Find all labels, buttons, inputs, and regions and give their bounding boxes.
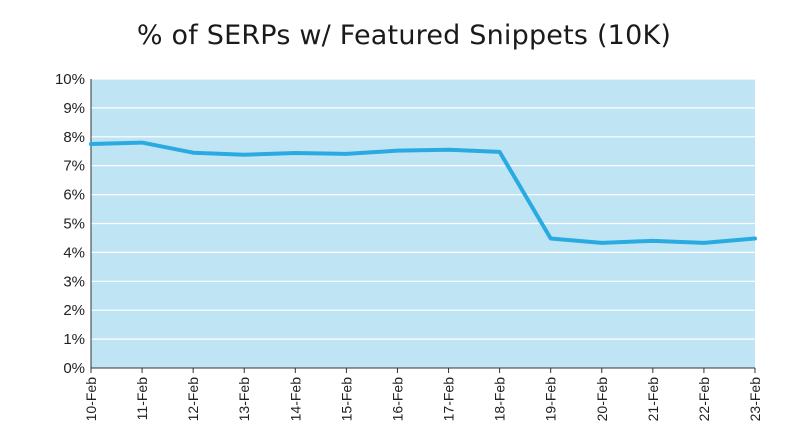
y-tick-label: 2%	[63, 302, 85, 319]
x-tick-label: 20-Feb	[594, 377, 610, 422]
y-tick-label: 9%	[63, 100, 85, 117]
x-tick-label: 21-Feb	[645, 377, 661, 422]
x-tick-label: 13-Feb	[236, 377, 252, 422]
y-tick-label: 8%	[63, 129, 85, 146]
x-tick-label: 12-Feb	[185, 377, 201, 422]
x-tick-label: 22-Feb	[696, 377, 712, 422]
x-tick-label: 14-Feb	[287, 377, 303, 422]
series-line	[89, 140, 757, 245]
y-tick-label: 0%	[63, 360, 85, 377]
y-tick-label: 4%	[63, 244, 85, 261]
y-tick-label: 10%	[55, 71, 85, 88]
x-tick-label: 11-Feb	[134, 377, 150, 421]
y-tick-label: 5%	[63, 216, 85, 233]
chart-title: % of SERPs w/ Featured Snippets (10K)	[136, 20, 672, 51]
y-tick-label: 6%	[63, 187, 85, 204]
x-tick-label: 16-Feb	[389, 377, 405, 422]
x-tick-label: 15-Feb	[338, 377, 354, 422]
x-tick-label: 23-Feb	[747, 377, 763, 422]
x-tick-label: 10-Feb	[83, 377, 99, 422]
x-tick-label: 19-Feb	[543, 377, 559, 422]
x-tick-label: 17-Feb	[441, 377, 457, 422]
y-tick-label: 3%	[63, 273, 85, 290]
y-tick-label: 1%	[63, 331, 85, 348]
y-tick-label: 7%	[63, 158, 85, 175]
x-tick-label: 18-Feb	[492, 377, 508, 422]
